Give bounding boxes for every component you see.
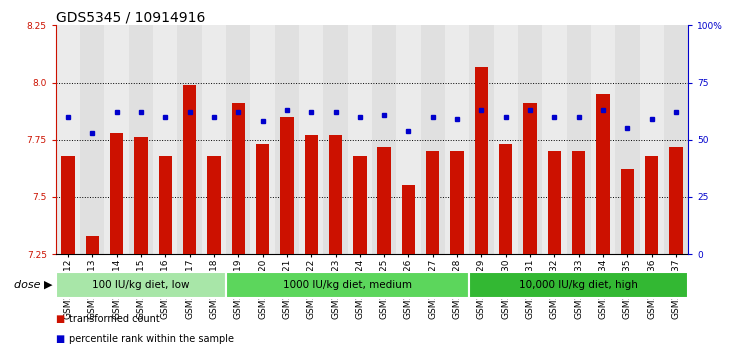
Bar — [80, 25, 104, 254]
Bar — [493, 25, 518, 254]
Bar — [275, 25, 299, 254]
Bar — [177, 25, 202, 254]
Bar — [86, 236, 99, 254]
Bar — [299, 25, 324, 254]
Bar — [567, 25, 591, 254]
Bar — [548, 151, 561, 254]
Bar — [645, 156, 658, 254]
Bar — [329, 135, 342, 254]
Bar — [56, 25, 80, 254]
Bar — [158, 156, 172, 254]
Bar — [670, 147, 683, 254]
Bar — [280, 117, 294, 254]
Bar — [615, 25, 640, 254]
Bar — [226, 25, 251, 254]
Bar — [61, 156, 74, 254]
Bar — [324, 25, 347, 254]
Bar — [620, 170, 634, 254]
Bar — [202, 25, 226, 254]
Bar — [518, 25, 542, 254]
Bar — [402, 185, 415, 254]
Bar — [153, 25, 177, 254]
Text: percentile rank within the sample: percentile rank within the sample — [69, 334, 234, 344]
Bar — [231, 103, 245, 254]
Bar — [450, 151, 464, 254]
Text: GDS5345 / 10914916: GDS5345 / 10914916 — [56, 10, 205, 24]
Bar — [397, 25, 420, 254]
Bar — [347, 25, 372, 254]
Bar — [445, 25, 469, 254]
Bar — [256, 144, 269, 254]
Bar — [353, 156, 367, 254]
Text: ■: ■ — [56, 314, 68, 324]
Text: 1000 IU/kg diet, medium: 1000 IU/kg diet, medium — [283, 280, 412, 290]
Bar — [469, 272, 688, 298]
Text: dose ▶: dose ▶ — [13, 280, 52, 290]
Bar — [664, 25, 688, 254]
Bar — [129, 25, 153, 254]
Text: 100 IU/kg diet, low: 100 IU/kg diet, low — [92, 280, 190, 290]
Bar — [572, 151, 586, 254]
Bar — [499, 144, 513, 254]
Bar — [524, 103, 536, 254]
Bar — [542, 25, 567, 254]
Bar — [104, 25, 129, 254]
Bar — [377, 147, 391, 254]
Bar — [597, 94, 610, 254]
Text: transformed count: transformed count — [69, 314, 160, 324]
Bar — [475, 66, 488, 254]
Bar — [372, 25, 397, 254]
Bar — [420, 25, 445, 254]
Text: ■: ■ — [56, 334, 68, 344]
Bar — [304, 135, 318, 254]
Bar — [251, 25, 275, 254]
Bar — [226, 272, 469, 298]
Bar — [640, 25, 664, 254]
Bar — [208, 156, 220, 254]
Bar — [426, 151, 440, 254]
Bar — [134, 138, 147, 254]
Text: 10,000 IU/kg diet, high: 10,000 IU/kg diet, high — [519, 280, 638, 290]
Bar — [56, 272, 226, 298]
Bar — [591, 25, 615, 254]
Bar — [110, 133, 124, 254]
Bar — [183, 85, 196, 254]
Bar — [469, 25, 493, 254]
